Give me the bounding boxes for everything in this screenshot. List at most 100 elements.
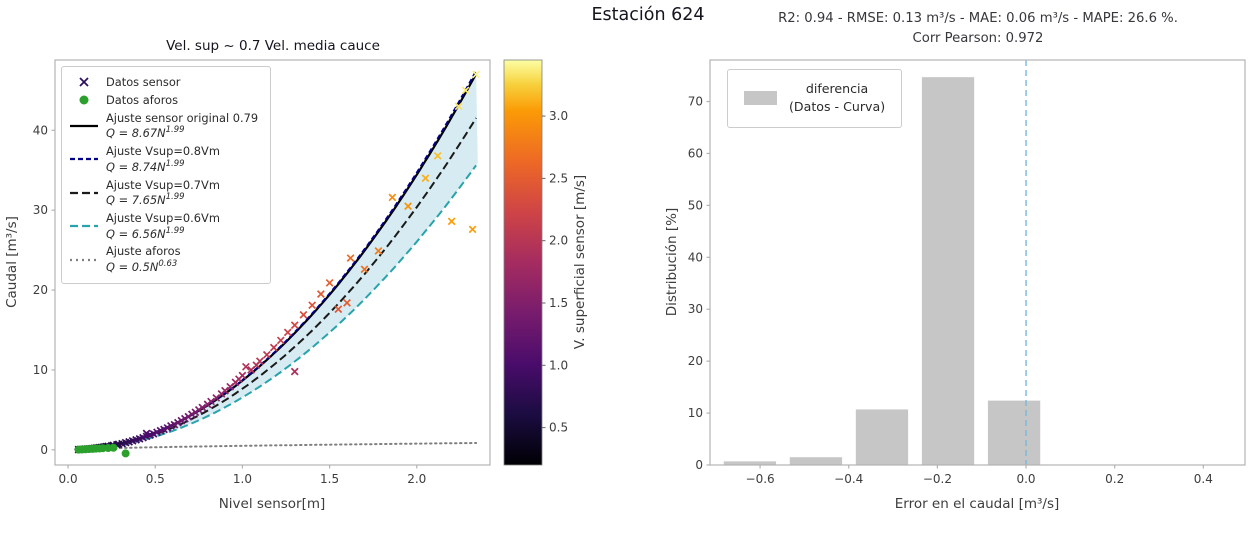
x-tick-label: 1.5 [320,472,339,486]
aforo-point [121,449,130,458]
y-tick-label: 0 [40,443,48,457]
histogram-bar [987,400,1041,465]
sensor-point [276,336,285,345]
y-tick-label: 60 [688,146,703,160]
sensor-point [308,301,317,310]
sensor-point [316,290,325,298]
left-plot-title: Vel. sup ~ 0.7 Vel. media cauce [166,38,380,54]
y-tick-label: 10 [688,406,703,420]
right-plot-legend: diferencia (Datos - Curva) [727,69,903,128]
y-tick-label: 0 [695,458,703,472]
histogram-bar [723,461,777,465]
colorbar-label: V. superficial sensor [m/s] [572,175,588,349]
x-tick-label: 0.0 [1016,472,1035,486]
colorbar-tick-label: 2.5 [549,171,568,185]
sensor-point [360,265,369,274]
x-tick-label: 1.0 [233,472,252,486]
legend-item: Datos aforos [69,93,258,108]
line-sample-icon [70,191,98,194]
aforo-points-layer [74,443,130,458]
histogram-bar [789,457,843,465]
legend-item: Ajuste aforos Q = 0.5N0.63 [69,244,258,274]
sensor-point [290,321,299,330]
left-plot-legend: Datos sensor Datos aforos Ajuste sensor o… [61,66,272,284]
sensor-point [334,305,343,314]
sensor-point [283,328,292,337]
x-tick-label: 2.0 [407,472,426,486]
stats-line-1: R2: 0.94 - RMSE: 0.13 m³/s - MAE: 0.06 m… [778,11,1178,26]
x-tick-label: 0.4 [1194,472,1213,486]
y-tick-label: 40 [688,250,703,264]
y-tick-label: 30 [688,302,703,316]
x-marker-icon [79,77,89,88]
y-tick-label: 70 [688,95,703,109]
sensor-point [207,397,215,406]
sensor-point [388,193,397,202]
stats-line-2: Corr Pearson: 0.972 [912,30,1044,46]
y-tick-label: 30 [33,203,48,217]
legend-label-line-2: (Datos - Curva) [789,99,886,115]
axes-frame [709,59,1246,466]
sensor-point [374,247,383,255]
colorbar-tick-label: 1.5 [549,296,568,310]
dot-marker-icon [79,95,89,105]
sensor-point [238,371,247,380]
histogram-bar [855,409,909,465]
left-ylabel: Caudal [m³/s] [4,216,20,308]
line-sample-icon [70,258,98,261]
legend-label-line-1: diferencia [805,81,869,96]
stats-title: R2: 0.94 - RMSE: 0.13 m³/s - MAE: 0.06 m… [778,9,1178,49]
legend-item-label: Datos aforos [106,92,179,107]
legend-item: Ajuste Vsup=0.6Vm Q = 6.56N1.99 [69,211,258,241]
sensor-point [461,86,470,95]
legend-item-label: Ajuste Vsup=0.6Vm Q = 6.56N1.99 [106,211,220,241]
legend-item: Ajuste sensor original 0.79 Q = 8.67N1.99 [69,111,258,141]
right-axes: −0.6 −0.4 −0.2 0.0 0.2 0.4 0 10 20 30 40 50 60 70 [688,59,1246,486]
left-xlabel: Nivel sensor[m] [219,496,326,512]
sensor-point [212,393,221,402]
colorbar-tick-label: 3.0 [549,109,568,123]
axes-frame [54,59,491,466]
x-tick-label: −0.6 [746,472,775,486]
x-tick-label: 0.2 [1105,472,1124,486]
legend-item: Ajuste Vsup=0.7Vm Q = 7.65N1.99 [69,178,258,208]
right-ylabel: Distribución [%] [664,208,680,317]
sensor-point [221,386,229,395]
sensor-point [299,310,308,319]
sensor-point [269,343,278,352]
y-tick-label: 20 [688,354,703,368]
colorbar [503,59,543,466]
y-tick-label: 50 [688,198,703,212]
sensor-point [454,102,463,111]
left-axes: 0.0 0.5 1.0 1.5 2.0 0 10 20 30 40 [33,59,491,486]
x-tick-label: 0.5 [146,472,165,486]
colorbar-tick-label: 0.5 [549,421,568,435]
colorbar-tick-label: 2.0 [549,234,568,248]
line-sample-icon [70,225,98,228]
y-tick-label: 20 [33,283,48,297]
sensor-point [346,254,355,263]
sensor-point [262,350,271,359]
aforo-point [109,443,118,452]
sensor-point [421,174,430,183]
x-tick-label: −0.2 [923,472,952,486]
legend-label: diferencia (Datos - Curva) [789,80,885,117]
sensor-point [468,225,477,234]
legend-item-label: Ajuste aforos Q = 0.5N0.63 [106,244,181,275]
sensor-point [343,298,351,307]
sensor-point [404,202,412,211]
colorbar-tick-label: 1.0 [549,358,568,372]
legend-patch-swatch [744,91,777,106]
y-tick-label: 40 [33,123,48,137]
line-sample-icon [70,124,98,127]
legend-item-label: Ajuste Vsup=0.8Vm Q = 8.74N1.99 [106,144,220,174]
sensor-point [472,70,480,79]
y-tick-label: 10 [33,363,48,377]
histogram-bar [921,77,975,465]
legend-item: Datos sensor [69,75,258,90]
line-sample-icon [70,158,98,161]
sensor-point [433,151,442,160]
right-xlabel: Error en el caudal [m³/s] [895,496,1060,512]
